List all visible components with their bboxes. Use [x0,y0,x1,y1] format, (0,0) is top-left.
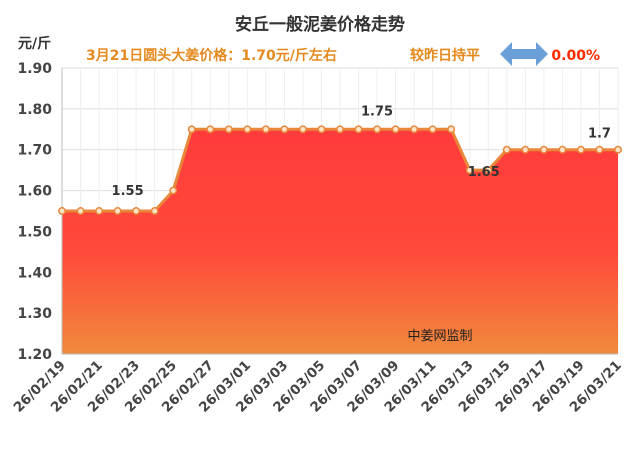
x-axis-ticks: 26/02/1926/02/2126/02/2326/02/2526/02/27… [11,358,625,416]
data-point [132,207,141,215]
data-point [243,125,252,134]
price-summary: 3月21日圆头大姜价格：1.70元/斤左右 [86,47,337,64]
data-point [354,125,363,134]
data-point [614,145,622,154]
data-point [298,125,307,134]
y-tick-label: 1.90 [17,61,52,77]
data-point [428,125,437,134]
data-point [261,125,270,134]
data-point [558,145,567,154]
y-axis-ticks: 1.20 1.30 1.40 1.50 1.60 1.70 1.80 1.90 [17,61,52,363]
data-point [58,207,66,215]
watermark: 中姜网监制 [407,329,472,344]
y-tick-label: 1.70 [17,143,52,159]
data-point [224,125,233,134]
chart-title: 安丘一般泥姜价格走势 [235,14,405,35]
data-point [410,125,419,134]
data-point [502,145,511,154]
price-area-fill [62,129,618,354]
data-point [317,125,326,134]
data-point [206,125,215,134]
y-tick-label: 1.30 [17,306,52,322]
y-tick-label: 1.80 [17,102,52,118]
double-arrow-icon [500,42,548,66]
y-tick-label: 1.40 [17,265,52,281]
data-point [76,207,85,215]
data-point [521,145,530,154]
data-label: 1.55 [112,184,144,199]
data-label: 1.75 [361,104,393,119]
y-tick-label: 1.20 [17,347,52,363]
data-point [95,207,104,215]
data-label: 1.7 [588,127,611,142]
data-point [280,125,289,134]
data-labels: 1.55 1.75 1.65 1.7 [112,104,611,199]
y-tick-label: 1.50 [17,224,52,240]
data-point [187,125,196,134]
change-summary: 较昨日持平 [410,47,480,64]
data-label: 1.65 [468,165,500,180]
data-point [169,186,178,195]
data-markers [58,125,622,215]
data-point [576,145,585,154]
data-point [447,125,456,134]
data-point [113,207,122,215]
data-point [595,145,604,154]
y-tick-label: 1.60 [17,184,52,200]
data-point [373,125,382,134]
data-point [336,125,344,134]
data-point [465,166,474,175]
price-area-series [62,127,618,354]
change-percent: 0.00% [551,48,600,64]
data-point [484,166,493,175]
data-point [539,145,548,154]
y-unit-label: 元/斤 [18,35,51,52]
data-point [150,207,159,215]
data-point [391,125,400,134]
